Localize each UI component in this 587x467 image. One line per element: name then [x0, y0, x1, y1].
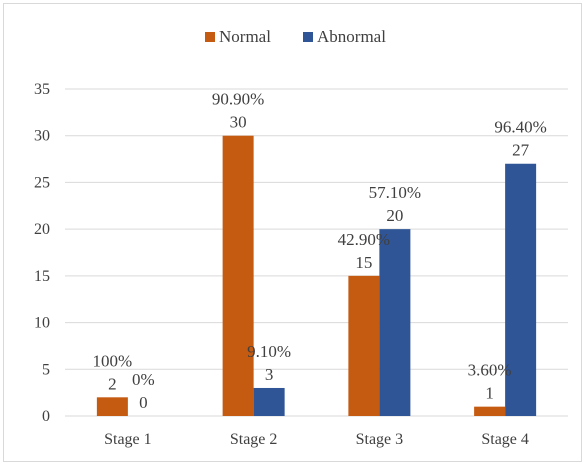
legend-label-normal: Normal	[219, 27, 271, 46]
x-tick-label: Stage 4	[481, 431, 529, 448]
y-tick-label: 10	[34, 315, 50, 332]
percent-label: 96.40%	[494, 118, 546, 137]
y-tick-label: 15	[34, 268, 50, 285]
percent-label: 100%	[93, 351, 133, 370]
value-label: 27	[512, 141, 530, 160]
legend: Normal Abnormal	[205, 27, 386, 46]
bar-abnormal-3	[379, 229, 411, 416]
legend-swatch-abnormal	[303, 32, 313, 42]
bar-normal-3	[348, 275, 380, 416]
value-label: 20	[386, 206, 403, 225]
value-label: 1	[485, 384, 494, 403]
value-label: 0	[139, 393, 148, 412]
bar-abnormal-4	[505, 163, 537, 416]
legend-label-abnormal: Abnormal	[317, 27, 386, 46]
percent-label: 42.90%	[338, 230, 390, 249]
y-tick-label: 25	[34, 174, 50, 191]
x-tick-label: Stage 1	[104, 431, 152, 448]
y-tick-label: 5	[42, 361, 50, 378]
x-tick-label: Stage 3	[356, 431, 404, 448]
value-label: 3	[265, 365, 274, 384]
percent-label: 90.90%	[212, 90, 264, 109]
x-tick-label: Stage 2	[230, 431, 278, 448]
percent-label: 3.60%	[468, 361, 512, 380]
y-tick-label: 0	[42, 408, 50, 425]
percent-label: 9.10%	[247, 342, 291, 361]
value-label: 15	[355, 253, 372, 272]
y-tick-label: 35	[34, 81, 50, 98]
bars	[96, 135, 537, 416]
value-label: 30	[230, 113, 247, 132]
percent-label: 0%	[132, 370, 155, 389]
legend-swatch-normal	[205, 32, 215, 42]
y-tick-label: 30	[34, 128, 50, 145]
percent-label: 57.10%	[369, 183, 421, 202]
data-labels: 2 100% 0 0% 30 90.90% 3 9.10% 15 42.90% 20 57.10% 1 3…	[93, 90, 547, 412]
y-tick-label: 20	[34, 221, 50, 238]
bar-normal-1	[96, 397, 128, 416]
value-label: 2	[108, 374, 117, 393]
y-axis: 0 5 10 15 20 25 30 35	[34, 81, 50, 425]
bar-abnormal-2	[253, 387, 285, 416]
bar-normal-4	[474, 406, 506, 416]
chart-frame	[3, 3, 582, 462]
x-axis: Stage 1 Stage 2 Stage 3 Stage 4	[104, 431, 529, 448]
bar-normal-2	[222, 135, 254, 416]
